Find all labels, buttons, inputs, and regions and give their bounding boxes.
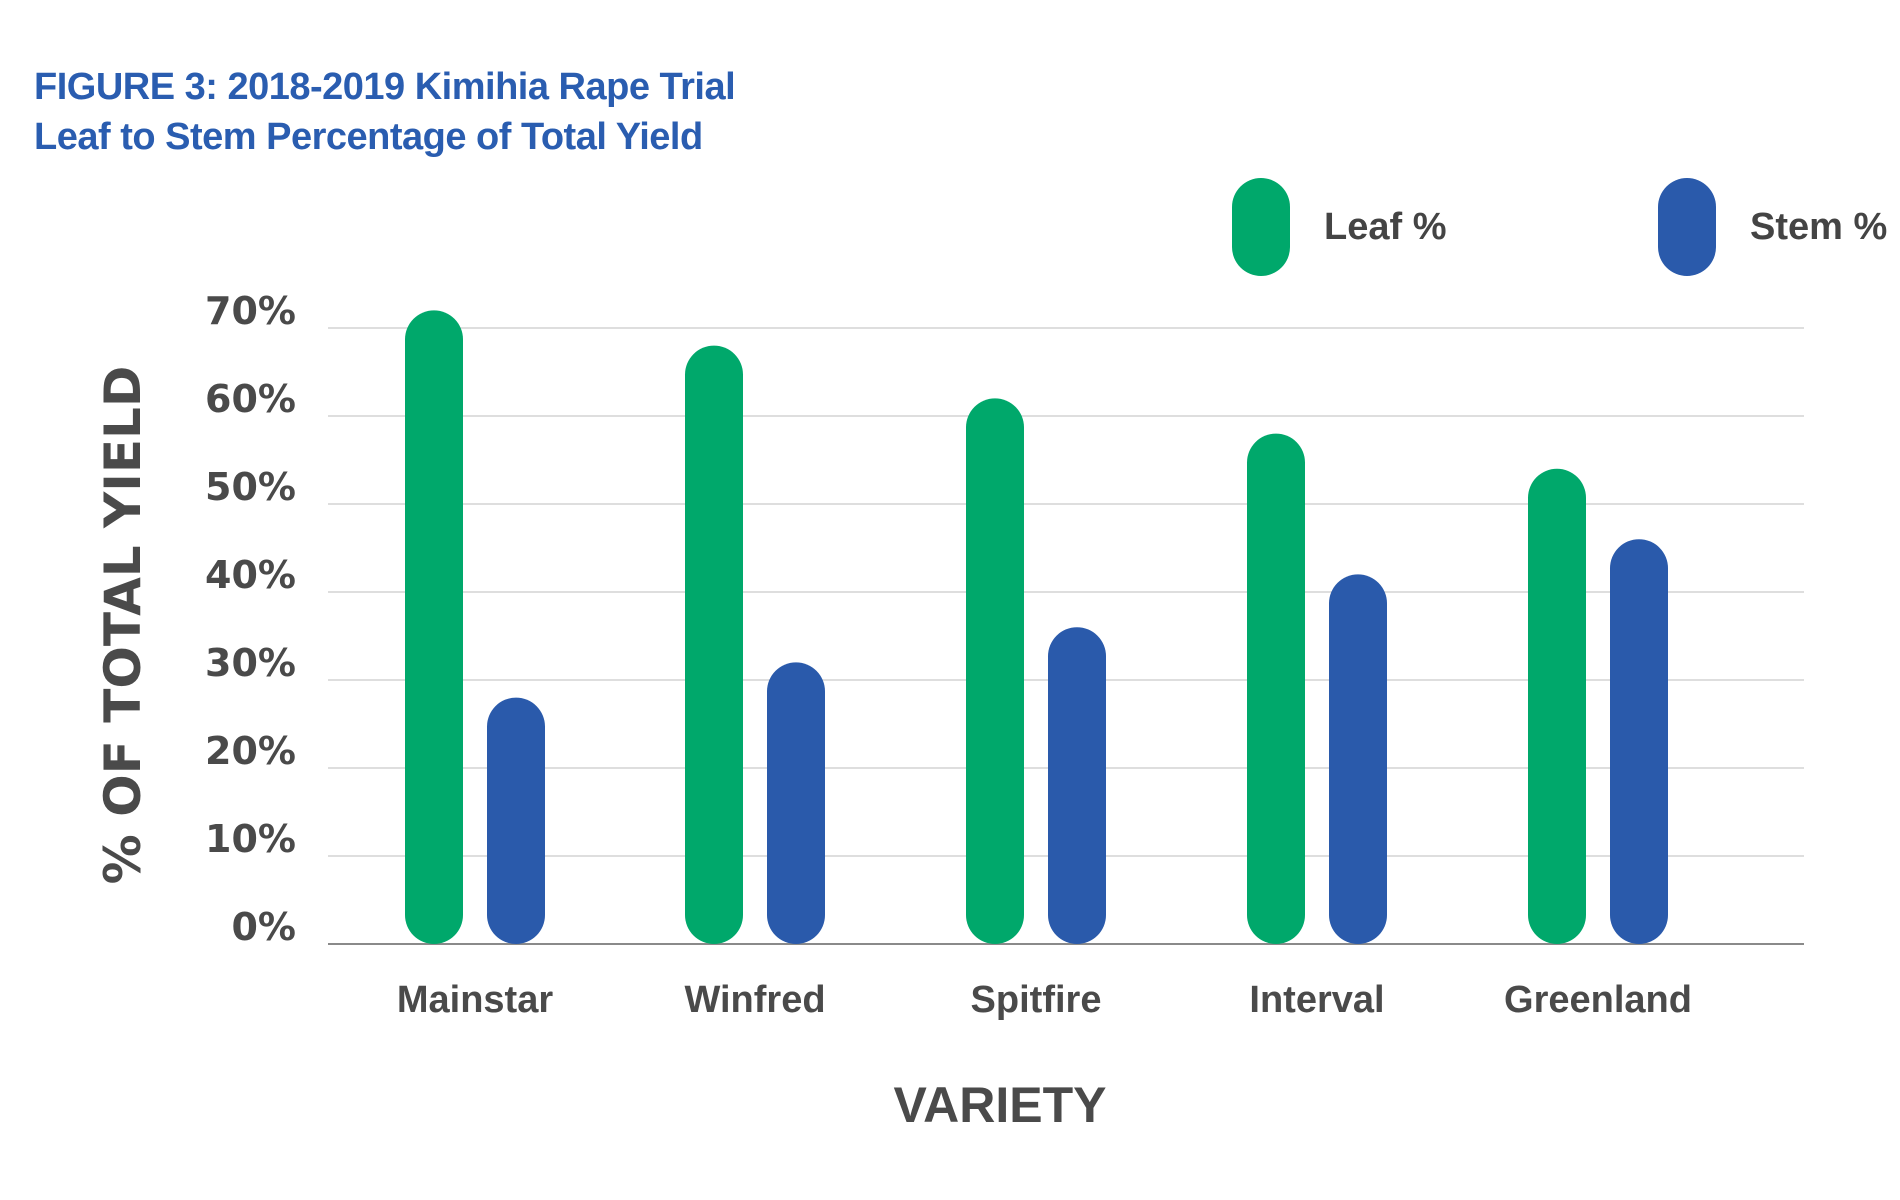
y-tick-label: 10% <box>205 817 296 861</box>
y-tick-label: 0% <box>231 905 296 949</box>
legend-swatch-leaf <box>1232 178 1290 276</box>
title-line-1: FIGURE 3: 2018-2019 Kimihia Rape Trial <box>34 66 736 108</box>
legend-item-leaf: Leaf % <box>1232 178 1446 276</box>
x-axis-title: VARIETY <box>894 1077 1107 1133</box>
bar-stem-greenland <box>1610 539 1668 944</box>
x-tick-label: Mainstar <box>397 979 553 1021</box>
x-tick-label: Greenland <box>1504 979 1692 1021</box>
y-axis-title: % OF TOTAL YIELD <box>94 366 152 885</box>
legend-swatch-stem <box>1658 178 1716 276</box>
x-tick-label: Winfred <box>684 979 825 1021</box>
bar-stem-interval <box>1329 574 1387 944</box>
y-tick-label: 20% <box>205 729 296 773</box>
y-tick-label: 70% <box>205 289 296 333</box>
y-tick-label: 30% <box>205 641 296 685</box>
bar-stem-mainstar <box>487 697 545 944</box>
y-tick-label: 60% <box>205 377 296 421</box>
legend-label-stem: Stem % <box>1750 205 1888 248</box>
y-tick-label: 40% <box>205 553 296 597</box>
x-tick-label: Spitfire <box>971 979 1102 1021</box>
title-line-2: Leaf to Stem Percentage of Total Yield <box>34 116 703 158</box>
bar-stem-spitfire <box>1048 627 1106 944</box>
bar-leaf-greenland <box>1528 468 1586 944</box>
bar-leaf-interval <box>1247 433 1305 944</box>
bar-leaf-spitfire <box>966 398 1024 944</box>
chart-title: FIGURE 3: 2018-2019 Kimihia Rape Trial L… <box>34 62 736 162</box>
legend-item-stem: Stem % <box>1658 178 1887 276</box>
bar-leaf-mainstar <box>405 310 463 944</box>
bar-leaf-winfred <box>685 345 743 945</box>
y-tick-label: 50% <box>205 465 296 509</box>
bar-stem-winfred <box>767 662 825 944</box>
legend-label-leaf: Leaf % <box>1324 205 1447 248</box>
x-tick-label: Interval <box>1249 979 1384 1021</box>
